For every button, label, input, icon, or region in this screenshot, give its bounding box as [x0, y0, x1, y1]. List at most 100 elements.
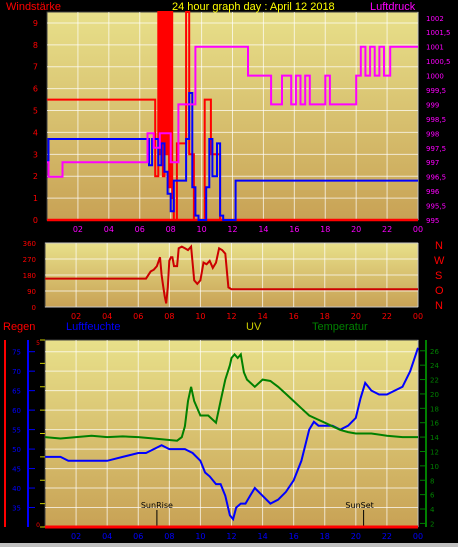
humidity-y-tick-label: 60: [12, 407, 21, 415]
rain-axis-bar: [4, 340, 6, 527]
direction-x-tick-label: 06: [133, 312, 143, 321]
direction-label-n-bottom: N: [435, 300, 443, 312]
wind-x-tick-label: 06: [135, 225, 145, 234]
rain-label: Regen: [3, 321, 36, 333]
humidity-x-tick-label: 22: [382, 532, 392, 541]
direction-x-tick-label: 04: [102, 312, 112, 321]
humidity-y-tick-label: 75: [12, 349, 21, 357]
humidity-x-tick-label: 14: [257, 532, 267, 541]
temperature-y-tick-label: 26: [430, 348, 439, 356]
humidity-x-tick-label: 12: [226, 532, 236, 541]
temperature-y-tick-label: 18: [430, 405, 439, 413]
direction-label-o: O: [435, 285, 444, 297]
direction-x-tick-label: 22: [382, 312, 392, 321]
wind-x-tick-label: 02: [73, 225, 83, 234]
wind-x-tick-label: 20: [351, 225, 361, 234]
wind-x-tick-label: 16: [289, 225, 299, 234]
temperature-y-tick-label: 4: [430, 506, 435, 514]
humidity-series-line: [45, 347, 419, 522]
direction-x-tick-label: 20: [351, 312, 361, 321]
rain-y-tick-label: 0: [36, 522, 40, 529]
humidity-label: Luftfeuchte: [66, 321, 121, 333]
direction-x-tick-label: 16: [289, 312, 299, 321]
direction-y-tick-label: 90: [27, 288, 36, 296]
humidity-x-tick-label: 08: [164, 532, 174, 541]
direction-label-s: S: [435, 270, 443, 282]
temperature-label: Temperatur: [312, 321, 368, 333]
wind-x-tick-label: 14: [258, 225, 268, 234]
avg_wind-series-line: [47, 92, 418, 221]
wind-y-tick-label: 2: [33, 172, 38, 181]
wind-y-tick-label: 9: [33, 19, 38, 28]
temperature-y-tick-label: 10: [430, 463, 439, 471]
wind-y-tick-label: 5: [33, 107, 38, 116]
wind-x-tick-label: 00: [413, 225, 423, 234]
temperature-y-tick-label: 2: [430, 520, 434, 528]
direction-y-tick-label: 0: [32, 304, 36, 312]
wind-y-tick-label: 4: [33, 128, 38, 137]
direction-x-tick-label: 08: [164, 312, 174, 321]
humidity-y-tick-label: 70: [12, 368, 21, 376]
humidity-x-tick-label: 00: [413, 532, 423, 541]
direction-x-tick-label: 02: [71, 312, 81, 321]
humidity-x-tick-label: 18: [320, 532, 330, 541]
sunset-label: SunSet: [345, 501, 373, 510]
humidity-x-tick-label: 02: [71, 532, 81, 541]
temperature-series-line: [44, 352, 418, 442]
humidity-y-tick-label: 35: [12, 505, 21, 513]
humidity-y-tick-label: 50: [12, 446, 21, 454]
pressure-y-tick-label: 997: [426, 159, 439, 167]
direction-series-line: [45, 244, 418, 304]
humidity-axis-bar: [27, 340, 29, 527]
temperature-y-tick-label: 20: [430, 391, 439, 399]
pressure-series-line: [47, 45, 418, 178]
humidity-x-tick-label: 06: [133, 532, 143, 541]
pressure-y-tick-label: 999: [426, 101, 439, 109]
pressure-y-tick-label: 999,5: [426, 87, 446, 95]
wind-y-tick-label: 3: [33, 150, 38, 159]
temperature-y-tick-label: 14: [430, 434, 439, 442]
rain-y-tick-label: 5: [36, 340, 40, 347]
temperature-axis-bar: [425, 340, 427, 527]
humidity-x-tick-label: 16: [289, 532, 299, 541]
uv-label: UV: [246, 321, 262, 333]
direction-x-tick-label: 10: [195, 312, 205, 321]
pressure-y-tick-label: 996: [426, 188, 440, 196]
direction-x-tick-label: 14: [257, 312, 267, 321]
chart-title: 24 hour graph day : April 12 2018: [172, 1, 335, 13]
temperature-y-tick-label: 16: [430, 420, 439, 428]
wind-y-tick-label: 7: [33, 63, 38, 72]
temperature-y-tick-label: 24: [430, 362, 439, 370]
wind-x-tick-label: 12: [227, 225, 237, 234]
temperature-y-tick-label: 12: [430, 448, 439, 456]
direction-x-tick-label: 18: [320, 312, 330, 321]
wind-x-tick-label: 22: [382, 225, 392, 234]
humidity-x-tick-label: 04: [102, 532, 112, 541]
pressure-y-tick-label: 1002: [426, 15, 444, 23]
wind-x-tick-label: 08: [166, 225, 176, 234]
sunrise-label: SunRise: [141, 501, 173, 510]
wind-x-tick-label: 10: [196, 225, 206, 234]
pressure-y-tick-label: 1001,5: [426, 29, 451, 37]
pressure-y-tick-label: 1000,5: [426, 58, 451, 66]
humidity-x-tick-label: 20: [351, 532, 361, 541]
wind-y-tick-label: 8: [33, 41, 38, 50]
humidity-y-tick-label: 55: [12, 427, 21, 435]
pressure-y-tick-label: 995,5: [426, 203, 446, 211]
pressure-y-tick-label: 995: [426, 217, 439, 225]
direction-y-tick-label: 180: [23, 272, 36, 280]
pressure-axis-label: Luftdruck: [370, 1, 416, 13]
wind-y-tick-label: 6: [33, 85, 38, 94]
wind-x-tick-label: 18: [320, 225, 330, 234]
wind-x-tick-label: 04: [104, 225, 114, 234]
wind-y-tick-label: 0: [33, 216, 38, 225]
pressure-y-tick-label: 997,5: [426, 145, 446, 153]
wind-y-tick-label: 1: [33, 194, 38, 203]
humidity-x-tick-label: 10: [195, 532, 205, 541]
pressure-y-tick-label: 1001: [426, 44, 444, 52]
humidity-y-tick-label: 65: [12, 388, 21, 396]
temperature-y-tick-label: 6: [430, 492, 435, 500]
humidity-y-tick-label: 45: [12, 466, 21, 474]
